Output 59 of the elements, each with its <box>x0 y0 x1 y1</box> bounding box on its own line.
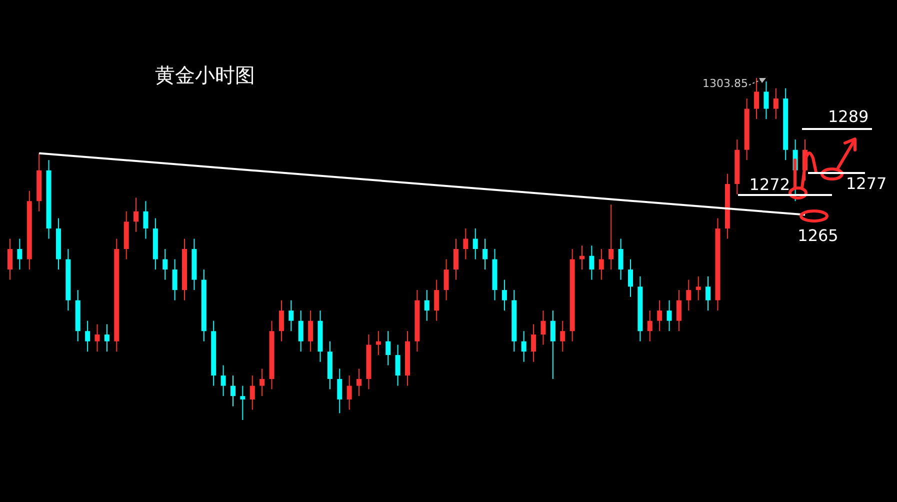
chart-title: 黄金小时图 <box>155 63 255 87</box>
candlestick <box>521 330 526 362</box>
candlestick <box>250 375 255 410</box>
candlestick <box>288 300 294 332</box>
candlestick <box>618 238 624 280</box>
candlestick <box>356 368 362 397</box>
candlestick <box>560 320 566 352</box>
candlestick <box>754 78 760 120</box>
candlestick <box>666 300 672 332</box>
candlestick <box>453 238 458 280</box>
annotation: 1303.85 <box>702 77 748 90</box>
candlestick <box>230 375 236 407</box>
candlestick <box>696 276 701 301</box>
candlestick <box>346 375 352 410</box>
candlestick <box>463 228 468 260</box>
candlestick <box>424 290 430 322</box>
candlestick <box>260 368 265 397</box>
text: 1277 <box>846 174 887 193</box>
candlestick <box>134 197 139 232</box>
candlestick <box>308 310 314 352</box>
candlestick <box>706 276 711 312</box>
candlestick <box>764 80 769 120</box>
candlestick <box>376 330 381 356</box>
candlestick <box>240 385 246 420</box>
annotation: 1272 <box>749 175 790 194</box>
candlestick <box>598 248 604 280</box>
candlestick <box>472 228 478 260</box>
candlestick <box>580 245 585 270</box>
candlestick <box>278 300 284 342</box>
candlestick <box>550 310 556 380</box>
candlestick <box>686 279 692 312</box>
candlestick <box>531 324 536 362</box>
candlestick <box>94 324 100 352</box>
candlestick <box>540 310 546 346</box>
candlestick <box>434 279 440 322</box>
candlestick <box>395 344 400 386</box>
candlestick <box>482 238 488 270</box>
candlestick <box>628 258 633 298</box>
candlestick <box>773 88 778 120</box>
candlestick <box>676 290 682 332</box>
text: 1289 <box>828 107 869 126</box>
candlestick <box>502 279 507 312</box>
candlestick <box>143 200 148 240</box>
candlestick <box>647 310 652 342</box>
annotation: 1265 <box>798 226 838 245</box>
candlestick <box>298 310 304 352</box>
candlestick <box>589 245 594 280</box>
candlestick <box>386 330 391 366</box>
candlestick <box>85 320 90 352</box>
candlestick <box>172 258 178 301</box>
candlestick <box>104 324 110 352</box>
candlestick <box>220 364 226 397</box>
candlestick <box>657 300 662 332</box>
candlestick <box>608 204 614 270</box>
candlestick <box>337 368 342 414</box>
candlestick <box>444 258 449 301</box>
candlestick <box>8 238 12 280</box>
candlestick <box>162 248 168 280</box>
candlestick <box>17 238 22 270</box>
